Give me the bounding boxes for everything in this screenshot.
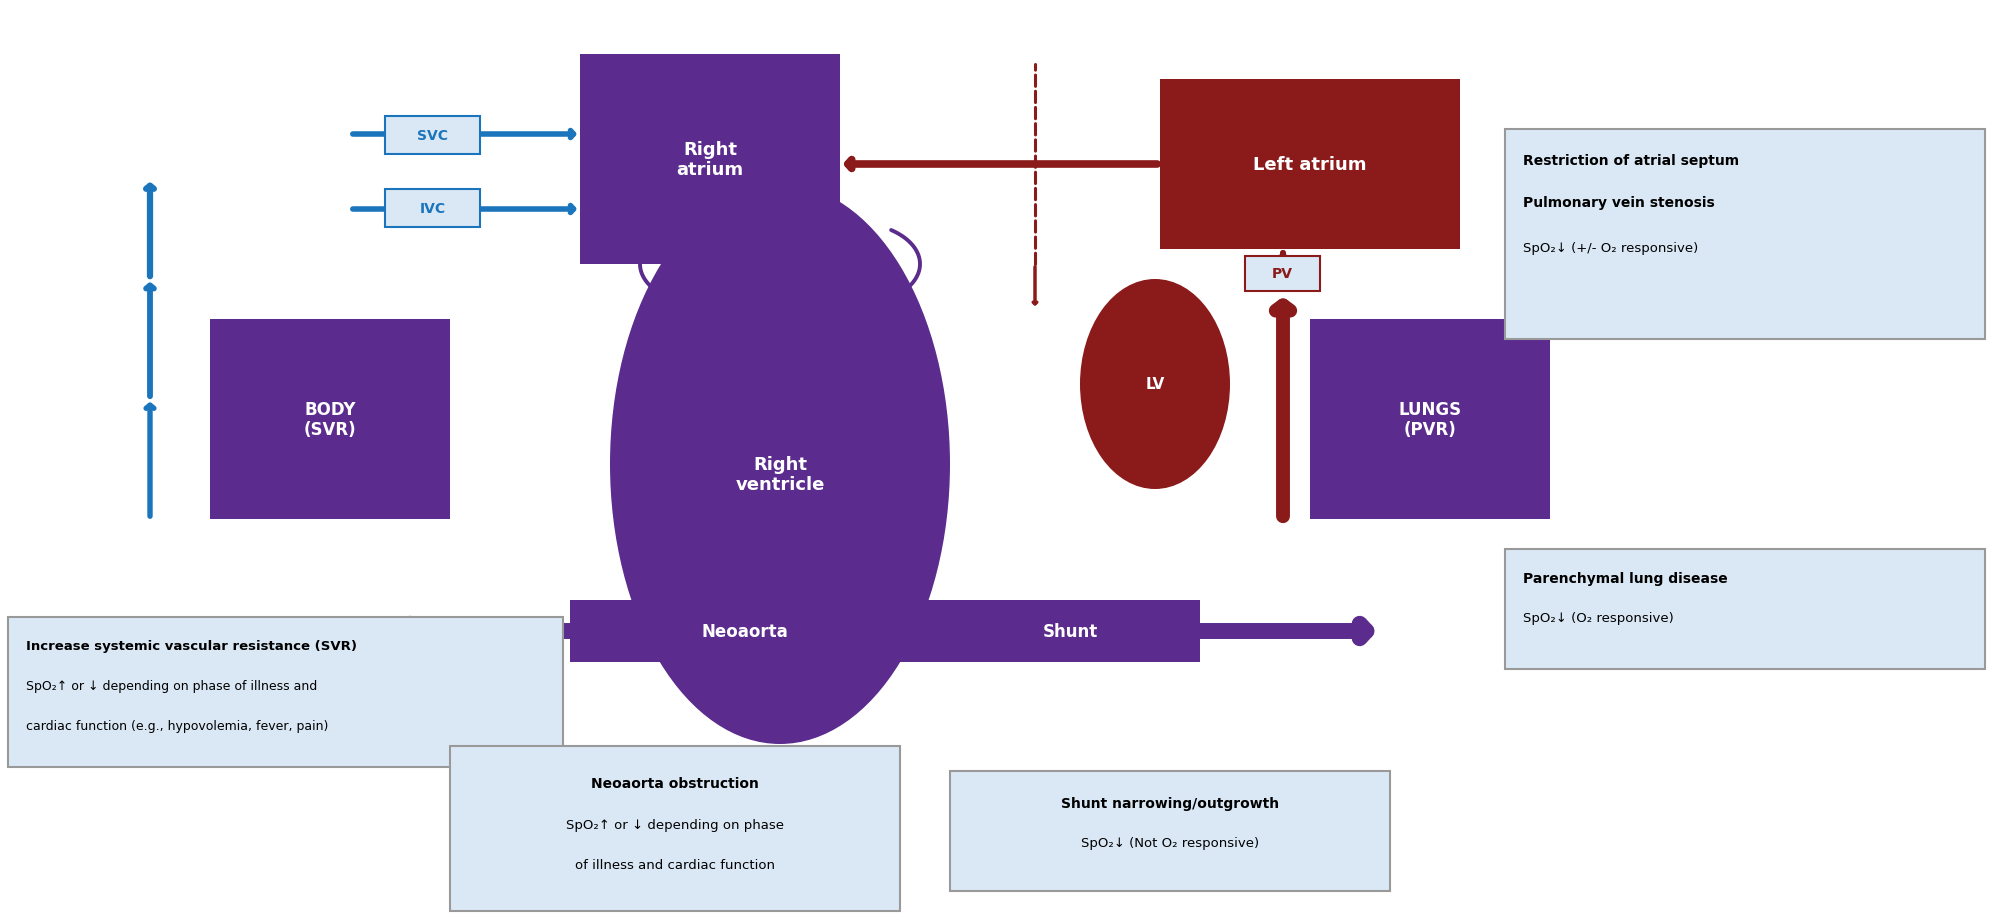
Ellipse shape [610,185,950,744]
Text: Left atrium: Left atrium [1254,156,1366,174]
Text: LUNGS
(PVR): LUNGS (PVR) [1398,400,1462,439]
Text: SpO₂↓ (O₂ responsive): SpO₂↓ (O₂ responsive) [1524,611,1674,624]
Text: Parenchymal lung disease: Parenchymal lung disease [1524,572,1728,585]
Bar [1244,256,1320,291]
Text: Restriction of atrial septum: Restriction of atrial septum [1524,153,1740,168]
Text: Pulmonary vein stenosis: Pulmonary vein stenosis [1524,196,1714,210]
Bar [1506,130,1984,340]
Bar [580,55,840,265]
Bar [450,746,900,911]
Text: PV: PV [1272,267,1292,281]
Text: Right
ventricle: Right ventricle [736,455,824,494]
Bar [570,600,1200,663]
Text: SpO₂↓ (+/- O₂ responsive): SpO₂↓ (+/- O₂ responsive) [1524,242,1698,255]
Bar [1160,80,1460,250]
Bar [210,320,450,519]
Text: Right
atrium: Right atrium [676,141,744,179]
Bar [384,117,480,154]
Text: Shunt narrowing/outgrowth: Shunt narrowing/outgrowth [1060,796,1280,811]
Text: cardiac function (e.g., hypovolemia, fever, pain): cardiac function (e.g., hypovolemia, fev… [26,720,328,732]
Bar [1506,550,1984,669]
Text: Increase systemic vascular resistance (SVR): Increase systemic vascular resistance (S… [26,640,356,652]
Text: of illness and cardiac function: of illness and cardiac function [576,858,776,871]
Text: Neoaorta: Neoaorta [702,622,788,641]
Text: SVC: SVC [416,129,448,142]
Bar [950,771,1390,891]
Text: SpO₂↑ or ↓ depending on phase of illness and: SpO₂↑ or ↓ depending on phase of illness… [26,679,318,692]
Bar [1310,320,1550,519]
Ellipse shape [1080,279,1230,490]
Text: SpO₂↑ or ↓ depending on phase: SpO₂↑ or ↓ depending on phase [566,818,784,831]
Bar [8,618,564,767]
Text: LV: LV [1146,377,1164,392]
Text: BODY
(SVR): BODY (SVR) [304,400,356,439]
Bar [384,190,480,228]
Text: IVC: IVC [420,202,446,216]
Text: Neoaorta obstruction: Neoaorta obstruction [592,777,758,790]
Text: Shunt: Shunt [1042,622,1098,641]
Text: SpO₂↓ (Not O₂ responsive): SpO₂↓ (Not O₂ responsive) [1080,836,1260,849]
